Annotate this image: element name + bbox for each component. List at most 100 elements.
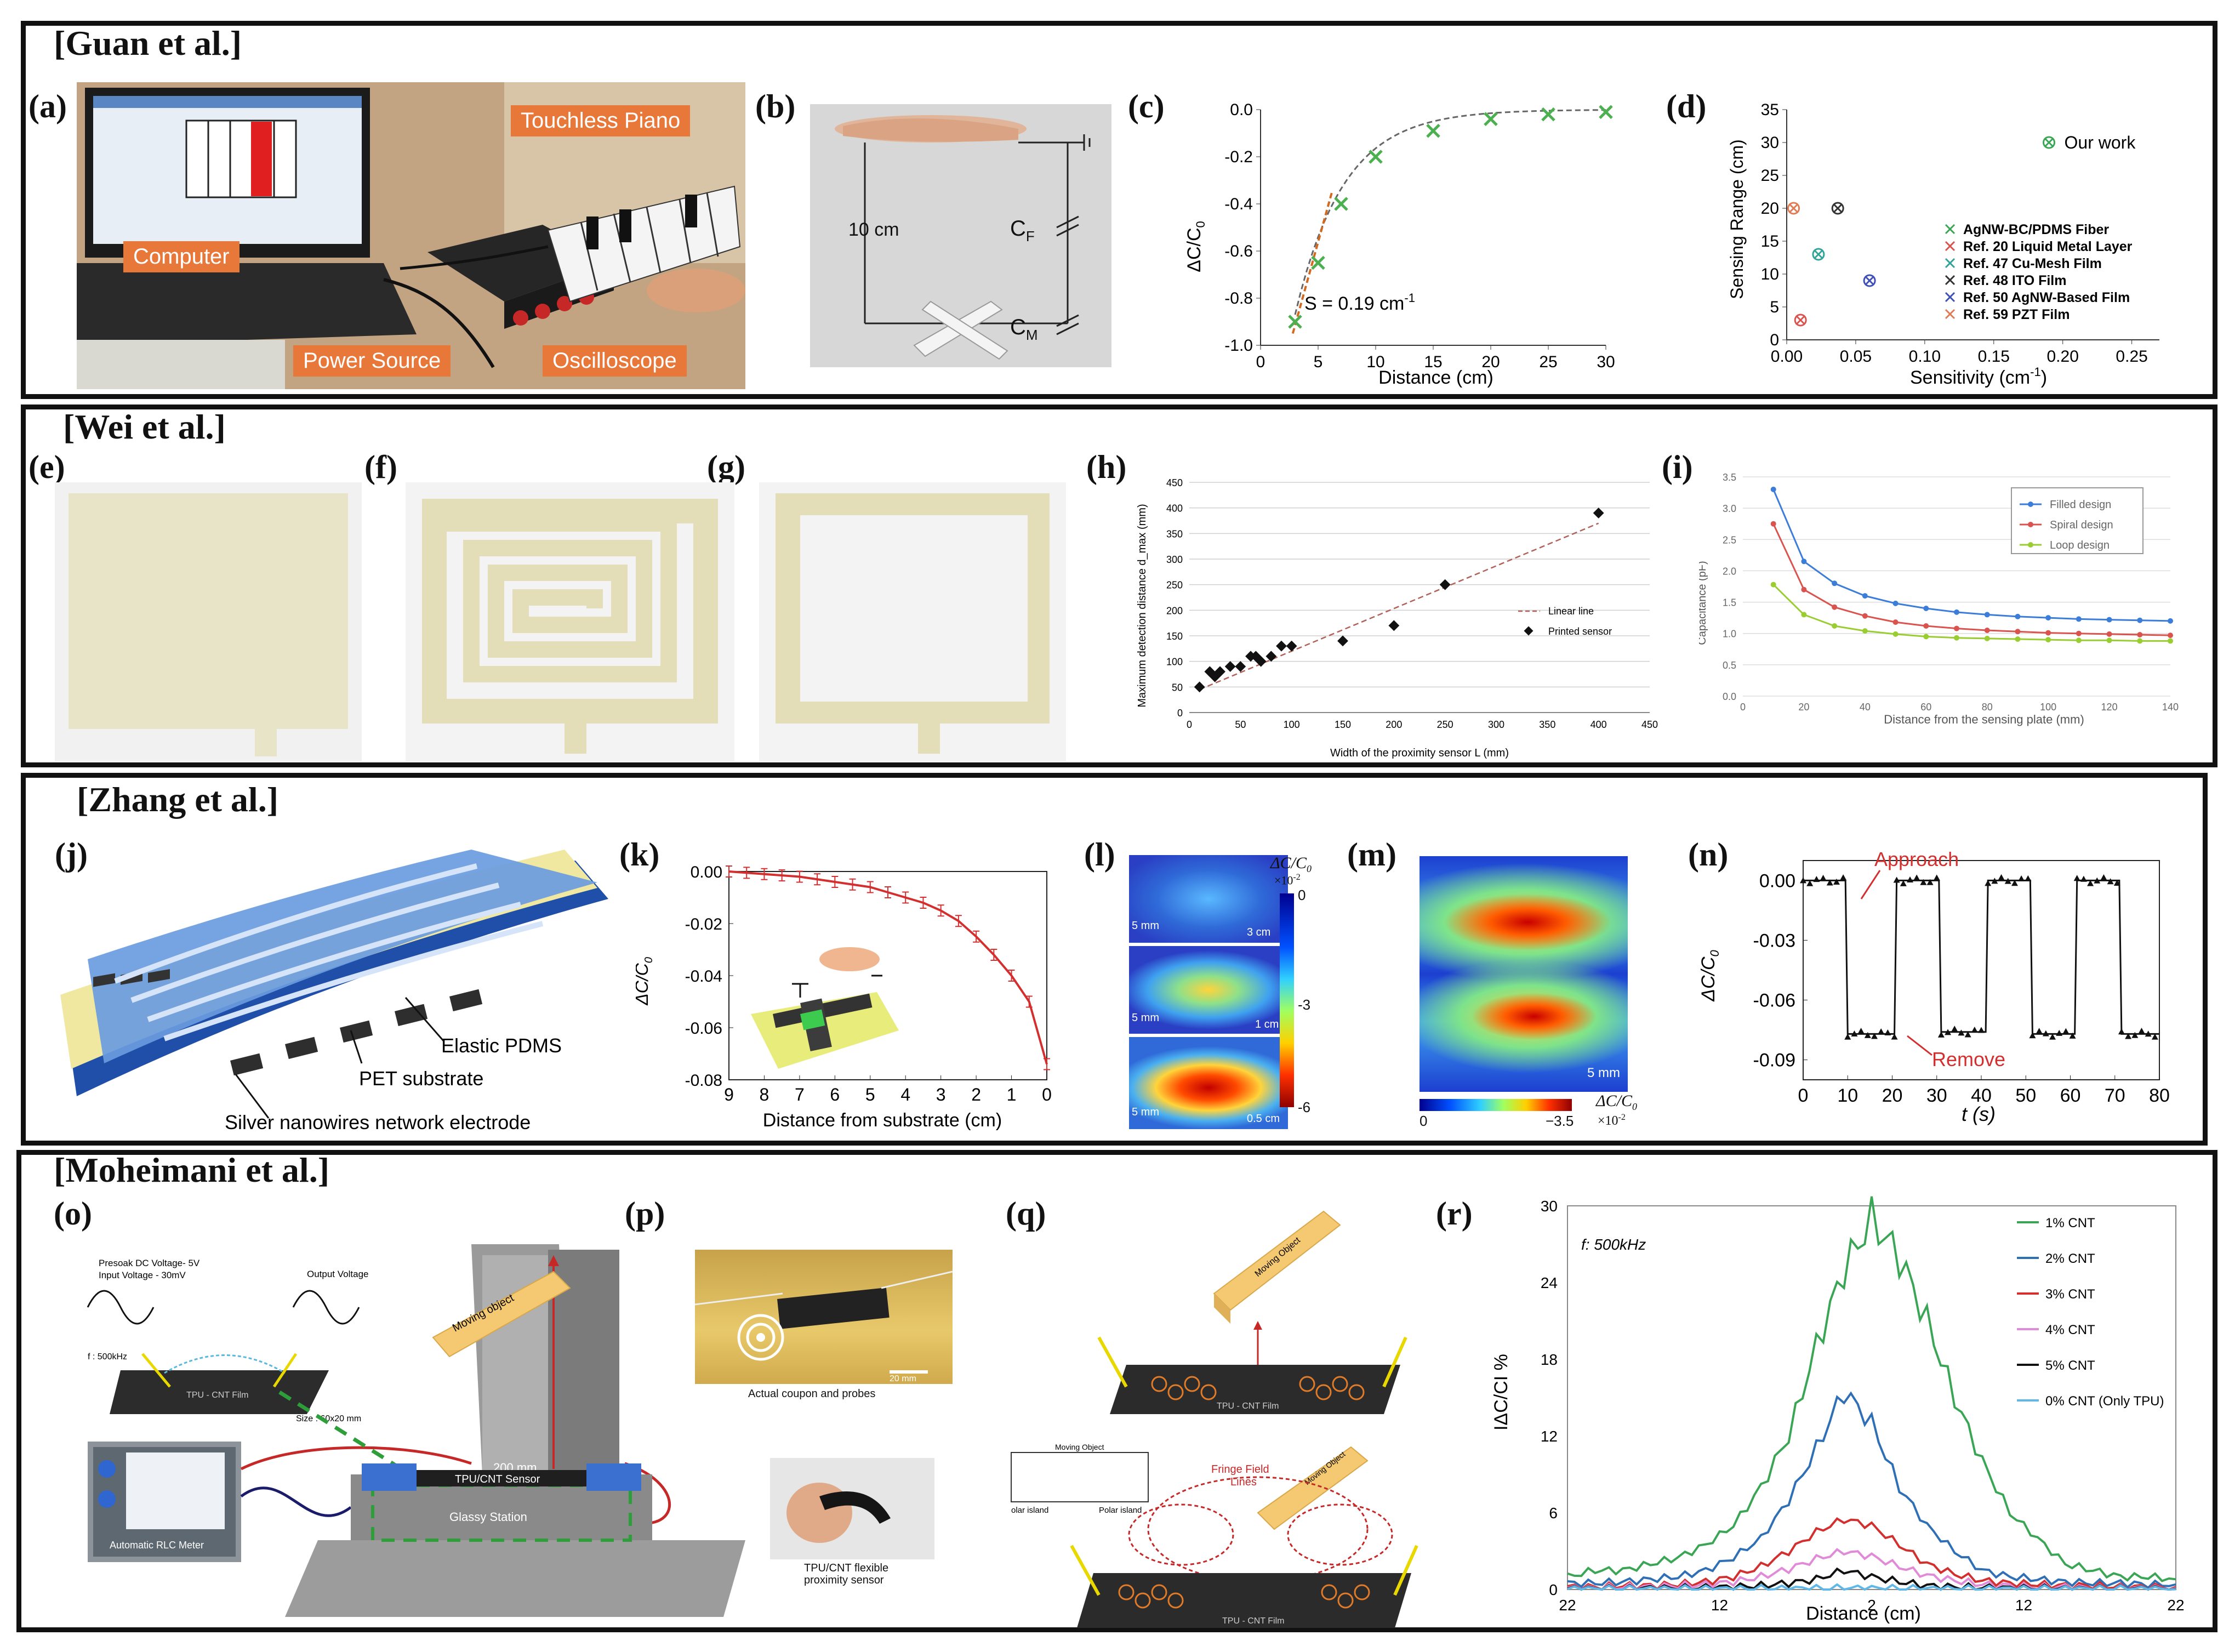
h-xtick-label: 50 — [1235, 719, 1246, 730]
j-label-silver: Silver nanowires network electrode — [225, 1111, 531, 1133]
svg-text:ΔC/C0: ΔC/C0 — [1184, 221, 1207, 272]
c-xtick-label: 0 — [1256, 353, 1265, 371]
i-data-point — [1801, 559, 1807, 565]
l-dist-3: 0.5 cm — [1247, 1113, 1280, 1125]
n-data-point — [2100, 874, 2107, 880]
q-island-2: Polar island — [1099, 1506, 1142, 1515]
i-data-point — [2015, 629, 2021, 635]
d-xlabel: Sensitivity (cm — [1910, 367, 2030, 388]
l-tick-0: 0 — [1298, 887, 1306, 903]
svg-text:Sensitivity (cm-1): Sensitivity (cm-1) — [1910, 365, 2047, 388]
o-station: Glassy Station — [449, 1510, 527, 1524]
d-ytick-label: 0 — [1770, 331, 1779, 349]
label-cf: C — [1010, 217, 1026, 241]
panel-label-c: (c) — [1128, 88, 1165, 124]
r-xtick-label: 12 — [1711, 1597, 1728, 1614]
d-ylabel: Sensing Range (cm) — [1727, 139, 1747, 299]
l-colorbar-sub: 0 — [1306, 863, 1312, 874]
illustration-j-drawing: Elastic PDMS PET substrate Silver nanowi… — [60, 850, 608, 1133]
n-data-point — [1840, 874, 1847, 881]
chart-r: 0 6 12 18 24 30 22 12 2 12 22 IΔC/CI % Distance (c… — [1491, 1196, 2185, 1624]
panel-label-l: (l) — [1084, 836, 1115, 873]
l-scale-2: 5 mm — [1132, 1012, 1159, 1024]
r-ytick-label: 6 — [1549, 1505, 1558, 1522]
i-ytick-label: 0.5 — [1723, 660, 1736, 671]
m-label: ΔC/C — [1596, 1092, 1632, 1110]
chart-c: 0 5 10 15 20 25 30 0.0 -0.2 -0.4 -0.6 -0.8 -1.0 ΔC/C… — [1184, 101, 1615, 388]
o-sensor: TPU/CNT Sensor — [455, 1473, 540, 1485]
r-ytick-label: 0 — [1549, 1581, 1558, 1598]
c-data-point — [1311, 255, 1325, 270]
h-ylabel: Maximum detection distance d_max (mm) — [1136, 504, 1148, 707]
i-legend-marker — [2028, 522, 2033, 527]
n-data-point — [1826, 879, 1833, 886]
n-data-point — [1991, 878, 1998, 884]
i-data-point — [2106, 631, 2112, 637]
i-data-point — [1832, 580, 1838, 586]
i-data-point — [2137, 617, 2143, 623]
d-data-point-cross — [1788, 203, 1799, 214]
n-data-point — [1851, 1030, 1858, 1037]
d-legend-label: Ref. 48 ITO Film — [1963, 273, 2066, 288]
n-data-point — [2011, 880, 2018, 886]
i-data-point — [2045, 637, 2051, 643]
n-data-point — [2062, 1028, 2070, 1034]
d-ytick-label: 30 — [1761, 134, 1779, 152]
svg-text:ΔC/C0: ΔC/C0 — [636, 957, 655, 1006]
c-xtick-label: 10 — [1366, 353, 1384, 371]
c-ylabel-sub: 0 — [1194, 221, 1207, 227]
i-ytick-label: 2.0 — [1723, 566, 1736, 577]
k-ytick-label: -0.06 — [685, 1019, 722, 1038]
p-scale: 20 mm — [890, 1374, 916, 1383]
o-meter: Automatic RLC Meter — [110, 1540, 204, 1551]
r-xtick-label: 2 — [1867, 1597, 1876, 1614]
l-scale-1: 5 mm — [1132, 920, 1159, 932]
n-data-point — [2113, 879, 2120, 886]
axis-frame — [1803, 860, 2160, 1080]
n-data-point — [1893, 876, 1900, 883]
svg-text:CF: CF — [1010, 217, 1035, 244]
chart-n: 0 10 20 30 40 50 60 70 80 0.00 -0.03 -0.06 -0.09 ΔC/… — [1699, 848, 2170, 1125]
i-data-point — [1984, 612, 1990, 618]
panel-label-a: (a) — [28, 88, 67, 124]
d-xlabel-end: ) — [2041, 367, 2047, 388]
k-xtick-label: 4 — [900, 1085, 910, 1104]
panel-label-r: (r) — [1436, 1195, 1473, 1232]
d-xtick-label: 0.10 — [1909, 348, 1941, 366]
r-legend-label: 2% CNT — [2045, 1251, 2095, 1266]
o-output: Output Voltage — [307, 1269, 368, 1279]
n-data-point — [1913, 874, 1920, 881]
h-ytick-label: 0 — [1177, 708, 1183, 719]
c-ytick-label: -0.2 — [1224, 148, 1253, 166]
i-data-point — [1892, 600, 1899, 606]
h-xlabel: Width of the proximity sensor L (mm) — [1330, 747, 1509, 759]
photo-g-loop-sensor — [759, 482, 1066, 762]
h-data-point — [1194, 681, 1205, 693]
n-data-point — [1878, 1028, 1885, 1035]
n-data-point — [1937, 1031, 1945, 1038]
d-data-point — [2043, 136, 2056, 149]
i-data-point — [1923, 634, 1929, 640]
heatmap-m: 5 mm — [1420, 856, 1628, 1092]
n-data-point — [1920, 879, 1927, 885]
h-xtick-label: 150 — [1335, 719, 1351, 730]
i-xlabel: Distance from the sensing plate (mm) — [1884, 713, 2084, 726]
c-ytick-label: -0.8 — [1224, 289, 1253, 307]
i-data-point — [1801, 586, 1807, 593]
r-ytick-label: 30 — [1541, 1198, 1558, 1215]
panel-label-n: (n) — [1688, 836, 1729, 873]
p-flex-caption-2: proximity sensor — [804, 1574, 884, 1586]
n-data-point — [2094, 877, 2101, 884]
o-presoak: Presoak DC Voltage- 5V — [99, 1258, 200, 1268]
n-data-point — [2049, 1033, 2056, 1040]
k-xtick-label: 3 — [936, 1085, 946, 1104]
n-ytick-label: 0.00 — [1759, 870, 1795, 891]
h-data-point — [1439, 579, 1451, 590]
i-data-point — [2106, 637, 2112, 643]
r-xtick-label: 22 — [2167, 1597, 2184, 1614]
illustration-q-drawing: Moving Object TPU - CNT Film Moving Obje… — [1011, 1210, 1418, 1628]
i-data-point — [1923, 606, 1929, 611]
h-data-point — [1235, 661, 1246, 672]
svg-text:ΔC/C0: ΔC/C0 — [1699, 949, 1721, 1001]
r-legend-label: 0% CNT (Only TPU) — [2045, 1394, 2164, 1409]
